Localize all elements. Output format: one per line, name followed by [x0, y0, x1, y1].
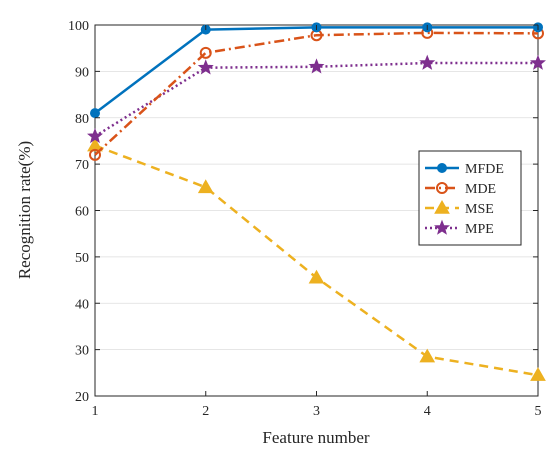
y-axis-ticks: 20 30 40 50 60 70 80 90 100	[68, 19, 538, 405]
x-tick-label-4: 5	[535, 404, 542, 419]
data-point-mse-2	[308, 269, 325, 284]
data-point-mpe-1	[197, 59, 214, 75]
y-tick-label-7: 90	[75, 65, 89, 80]
x-tick-label-2: 3	[313, 404, 320, 419]
data-point-mde-0	[89, 148, 101, 161]
y-tick-label-8: 100	[68, 19, 89, 34]
series-layer	[87, 22, 546, 381]
y-tick-label-2: 40	[75, 297, 89, 312]
series-mde	[89, 26, 544, 161]
data-point-mde-1	[199, 46, 212, 59]
legend-label-mde: MDE	[465, 182, 496, 197]
x-tick-label-1: 2	[202, 404, 209, 419]
legend-label-mse: MSE	[465, 202, 494, 217]
data-point-mpe-0	[87, 127, 103, 144]
y-tick-label-4: 60	[75, 205, 89, 220]
legend-label-mpe: MPE	[465, 222, 494, 237]
y-tick-label-3: 50	[75, 251, 89, 266]
y-tick-label-5: 70	[75, 158, 89, 173]
legend-marker-mpe	[434, 219, 450, 235]
y-axis-label: Recognition rate(%)	[15, 141, 34, 279]
data-point-mpe-4	[530, 54, 546, 70]
legend-marker-mde	[436, 182, 448, 194]
legend-item-mpe: MPE	[425, 219, 494, 237]
legend-box	[418, 150, 522, 246]
legend: MFDE MDE MSE MPE	[418, 150, 522, 246]
y-tick-label-1: 30	[75, 344, 89, 359]
data-point-mpe-2	[308, 58, 325, 74]
legend-marker-mse	[434, 199, 450, 214]
series-line-mde	[94, 31, 539, 156]
x-tick-label-3: 4	[424, 404, 431, 419]
y-tick-label-0: 20	[75, 390, 89, 405]
legend-marker-mfde	[437, 163, 447, 173]
series-mpe	[87, 54, 546, 144]
x-axis-ticks: 1 2 3 4 5	[92, 25, 542, 419]
x-tick-label-0: 1	[92, 404, 99, 419]
legend-item-mde: MDE	[425, 182, 496, 197]
series-line-mpe	[94, 61, 538, 138]
legend-item-mse: MSE	[425, 199, 494, 217]
legend-label-mfde: MFDE	[465, 162, 504, 177]
data-point-mse-4	[530, 367, 546, 381]
series-mse	[87, 137, 546, 381]
data-point-mse-3	[419, 348, 436, 363]
data-point-mpe-3	[419, 54, 436, 70]
grid-lines	[95, 70, 538, 351]
y-tick-label-6: 80	[75, 112, 89, 127]
legend-item-mfde: MFDE	[425, 162, 504, 177]
data-point-mfde-0	[90, 108, 100, 119]
x-axis-label: Feature number	[262, 428, 369, 447]
data-point-mse-1	[197, 179, 214, 194]
